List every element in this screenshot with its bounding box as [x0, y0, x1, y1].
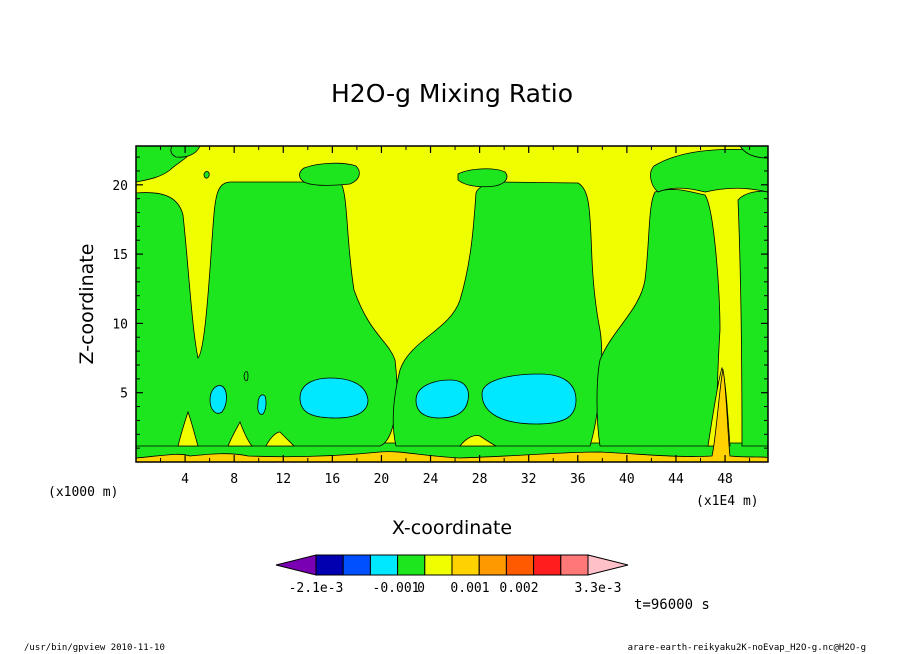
positive-regions	[135, 368, 769, 463]
cell-3	[481, 373, 577, 425]
top-mid-right-patch	[457, 168, 508, 188]
colorbar-swatch	[424, 554, 453, 576]
x-tick-label: 12	[275, 472, 291, 487]
intrusion-d	[459, 435, 497, 447]
colorbar-swatch	[397, 554, 426, 576]
colorbar-swatch	[342, 554, 371, 576]
x-tick-label: 28	[472, 472, 488, 487]
y-tick-label: 15	[112, 248, 128, 263]
y-axis-label: Z-coordinate	[76, 244, 98, 365]
x-tick-label: 16	[325, 472, 341, 487]
cell-2	[415, 379, 469, 419]
x-axis-label: X-coordinate	[392, 517, 512, 539]
colorbar-swatch	[315, 554, 344, 576]
colorbar-swatch	[505, 554, 535, 576]
colorbar-label: 0	[417, 581, 425, 596]
y-ticks: 5 10 15 20	[112, 156, 768, 449]
colorbar-swatch	[533, 554, 562, 576]
y-tick-label: 5	[120, 387, 128, 402]
far-right-column-region	[737, 190, 769, 447]
x-tick-label: 4	[181, 472, 189, 487]
intrusion-a	[177, 410, 199, 447]
colorbar-swatch	[369, 554, 399, 576]
x-tick-label: 32	[521, 472, 537, 487]
intrusion-b	[227, 421, 253, 447]
small-patch-a	[203, 171, 210, 179]
colorbar-label: -0.001	[373, 581, 420, 596]
strong-negative-cells	[209, 373, 577, 425]
colorbar-label: 3.3e-3	[575, 581, 622, 596]
top-mid-patch	[299, 162, 360, 186]
y-tick-label: 20	[112, 179, 128, 194]
cell-4	[209, 385, 227, 414]
small-contour-loop	[243, 371, 249, 382]
colorbar-label: 0.002	[499, 581, 538, 596]
cell-1	[299, 377, 369, 419]
x-unit-left: (x1000 m)	[48, 485, 118, 500]
colorbar-label: -2.1e-3	[289, 581, 344, 596]
x-tick-label: 24	[423, 472, 439, 487]
chart-title: H2O-g Mixing Ratio	[331, 79, 573, 108]
time-label: t=96000 s	[634, 597, 710, 613]
cell-5	[257, 394, 267, 415]
footer-right: arare-earth-reikyaku2K-noEvap_H2O-g.nc@H…	[628, 643, 866, 653]
colorbar-max-arrow	[587, 554, 629, 576]
x-tick-label: 44	[668, 472, 684, 487]
intrusion-c	[265, 431, 295, 447]
colorbar-label: 0.001	[450, 581, 489, 596]
bottom-positive-band	[135, 368, 769, 463]
colorbar-swatch	[451, 554, 480, 576]
y-tick-label: 10	[112, 317, 128, 332]
colorbar-swatch	[478, 554, 507, 576]
x-ticks: 4 8 12 16 20 24 28 32 36 40 44 48	[160, 146, 751, 487]
x-tick-label: 20	[374, 472, 390, 487]
x-tick-label: 36	[570, 472, 586, 487]
plot-frame	[135, 145, 769, 463]
colorbar-swatch	[560, 554, 589, 576]
x-tick-label: 48	[717, 472, 733, 487]
footer-left: /usr/bin/gpview 2010-11-10	[24, 643, 165, 653]
x-tick-label: 40	[619, 472, 635, 487]
x-unit-right: (x1E4 m)	[696, 494, 759, 509]
x-tick-label: 8	[230, 472, 238, 487]
colorbar-min-arrow	[275, 554, 317, 576]
